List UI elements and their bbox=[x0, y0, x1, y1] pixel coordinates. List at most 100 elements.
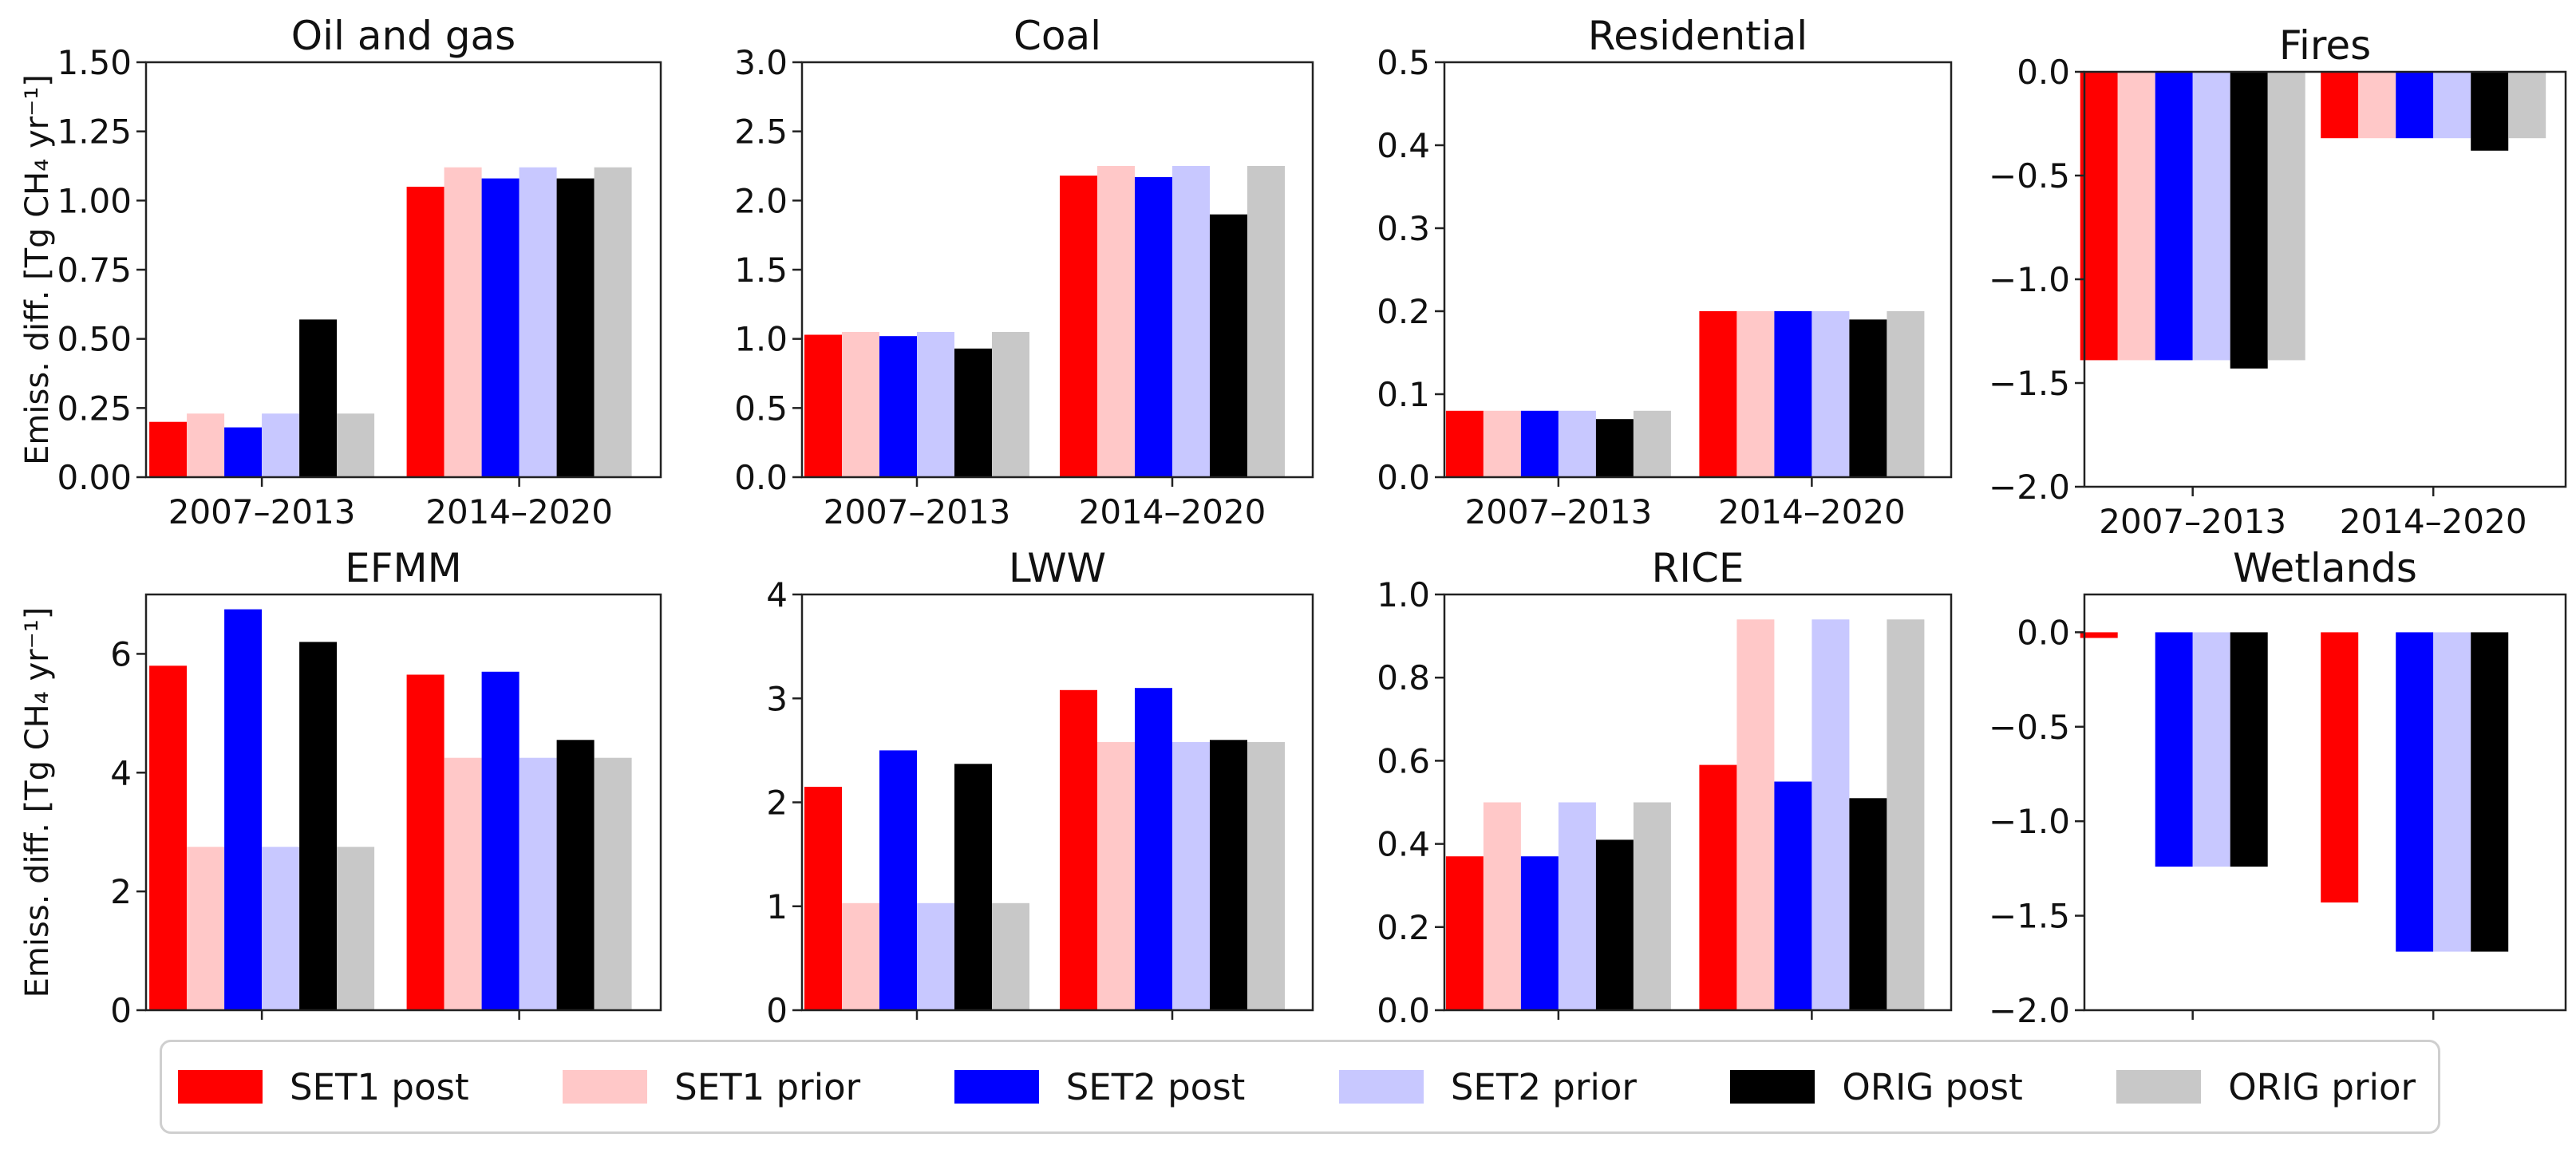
bar bbox=[481, 671, 520, 1010]
legend-label: SET2 post bbox=[1065, 1065, 1246, 1108]
legend-item-orig-prior: ORIG prior bbox=[2116, 1066, 2416, 1108]
x-tick-label: 2007–2013 bbox=[2099, 1025, 2286, 1029]
bar bbox=[1849, 319, 1887, 477]
x-tick-label: 2014–2020 bbox=[1079, 1025, 1266, 1029]
legend-swatch bbox=[178, 1070, 263, 1104]
x-tick-label: 2007–2013 bbox=[2099, 502, 2286, 541]
legend-label: ORIG prior bbox=[2228, 1065, 2416, 1108]
y-axis-label: Emiss. diff. [Tg CH₄ yr⁻¹] bbox=[19, 74, 56, 465]
bar bbox=[879, 750, 917, 1010]
bar bbox=[337, 847, 375, 1010]
y-tick-label: 0.5 bbox=[734, 389, 788, 428]
bar bbox=[2433, 72, 2471, 139]
bar bbox=[1247, 742, 1285, 1010]
y-tick-label: 0.75 bbox=[57, 251, 132, 290]
y-tick-label: 0.0 bbox=[1377, 458, 1430, 497]
bar bbox=[1849, 798, 1887, 1010]
y-tick-label: −2.0 bbox=[1989, 991, 2070, 1029]
bar bbox=[2230, 72, 2268, 369]
y-tick-label: 0.4 bbox=[1377, 126, 1430, 165]
bar bbox=[519, 757, 557, 1010]
bar bbox=[224, 427, 263, 477]
x-tick-label: 2007–2013 bbox=[1464, 492, 1652, 531]
bar bbox=[992, 902, 1029, 1010]
bar bbox=[1558, 802, 1596, 1010]
y-tick-label: −1.5 bbox=[1989, 897, 2070, 936]
panel-title: LWW bbox=[1009, 545, 1106, 591]
y-tick-label: 1 bbox=[766, 887, 788, 926]
bar bbox=[2267, 72, 2305, 361]
y-tick-label: 2.0 bbox=[734, 181, 788, 220]
x-tick-label: 2007–2013 bbox=[824, 1025, 1011, 1029]
y-tick-label: 2 bbox=[110, 872, 132, 911]
legend-swatch bbox=[2116, 1070, 2202, 1104]
y-tick-label: 6 bbox=[110, 634, 132, 673]
x-tick-label: 2014–2020 bbox=[425, 1025, 613, 1029]
bar bbox=[2471, 632, 2509, 952]
y-tick-label: −0.5 bbox=[1989, 156, 2070, 195]
y-tick-label: 0.0 bbox=[2017, 613, 2070, 652]
y-tick-label: 0 bbox=[110, 991, 132, 1029]
y-tick-label: 0.00 bbox=[57, 458, 132, 497]
legend-label: ORIG post bbox=[1842, 1065, 2023, 1108]
bar bbox=[2358, 72, 2396, 139]
bar bbox=[842, 902, 879, 1010]
bar bbox=[594, 167, 632, 477]
legend-label: SET2 prior bbox=[1450, 1065, 1637, 1108]
y-tick-label: 0.5 bbox=[1377, 43, 1430, 82]
x-tick-label: 2014–2020 bbox=[1079, 492, 1266, 531]
x-tick-label: 2014–2020 bbox=[2340, 502, 2527, 541]
x-tick-label: 2007–2013 bbox=[168, 1025, 356, 1029]
bar bbox=[2192, 72, 2230, 361]
y-tick-label: 0.3 bbox=[1377, 209, 1430, 248]
y-tick-label: 1.00 bbox=[57, 181, 132, 220]
bar bbox=[299, 642, 338, 1010]
y-axis-label: Emiss. diff. [Tg CH₄ yr⁻¹] bbox=[19, 607, 56, 998]
panel-title: Oil and gas bbox=[291, 13, 516, 59]
bar bbox=[594, 757, 632, 1010]
bar bbox=[2080, 632, 2118, 638]
y-tick-label: 4 bbox=[110, 753, 132, 792]
panel-title: RICE bbox=[1652, 545, 1744, 591]
legend-item-orig-post: ORIG post bbox=[1730, 1065, 2023, 1108]
bar bbox=[1520, 410, 1559, 477]
y-tick-label: −1.5 bbox=[1989, 364, 2070, 403]
bar bbox=[406, 674, 444, 1010]
bar bbox=[1060, 689, 1097, 1010]
bar bbox=[2396, 632, 2434, 952]
bar bbox=[992, 332, 1029, 477]
x-tick-label: 2014–2020 bbox=[2340, 1025, 2527, 1029]
y-tick-label: 2 bbox=[766, 784, 788, 823]
bar bbox=[1445, 856, 1484, 1010]
legend-label: SET1 post bbox=[290, 1065, 469, 1108]
bar bbox=[917, 332, 954, 477]
bar bbox=[2321, 72, 2359, 139]
legend-item-set2-prior: SET2 prior bbox=[1338, 1065, 1637, 1108]
bar bbox=[1811, 311, 1850, 477]
bar bbox=[879, 336, 917, 477]
bar bbox=[804, 787, 842, 1010]
y-tick-label: 1.50 bbox=[57, 43, 132, 82]
legend-swatch bbox=[563, 1070, 648, 1104]
y-tick-label: 3.0 bbox=[734, 43, 788, 82]
bar bbox=[804, 334, 842, 477]
panel-title: Coal bbox=[1013, 13, 1101, 59]
x-tick-label: 2014–2020 bbox=[1718, 1025, 1906, 1029]
bar bbox=[1811, 619, 1850, 1010]
y-tick-label: 3 bbox=[766, 679, 788, 718]
bar bbox=[262, 847, 300, 1010]
bar bbox=[444, 167, 482, 477]
bar bbox=[1172, 742, 1210, 1010]
y-tick-label: −0.5 bbox=[1989, 708, 2070, 747]
bar bbox=[2192, 632, 2230, 867]
bar bbox=[1887, 311, 1925, 477]
bar bbox=[954, 764, 992, 1010]
bar bbox=[1060, 176, 1097, 477]
y-tick-label: −1.0 bbox=[1989, 260, 2070, 299]
bar bbox=[1699, 311, 1737, 477]
bar bbox=[2117, 72, 2155, 361]
bar bbox=[2433, 632, 2471, 952]
bar bbox=[2471, 72, 2509, 151]
bar bbox=[556, 740, 595, 1010]
bar bbox=[1247, 166, 1285, 477]
